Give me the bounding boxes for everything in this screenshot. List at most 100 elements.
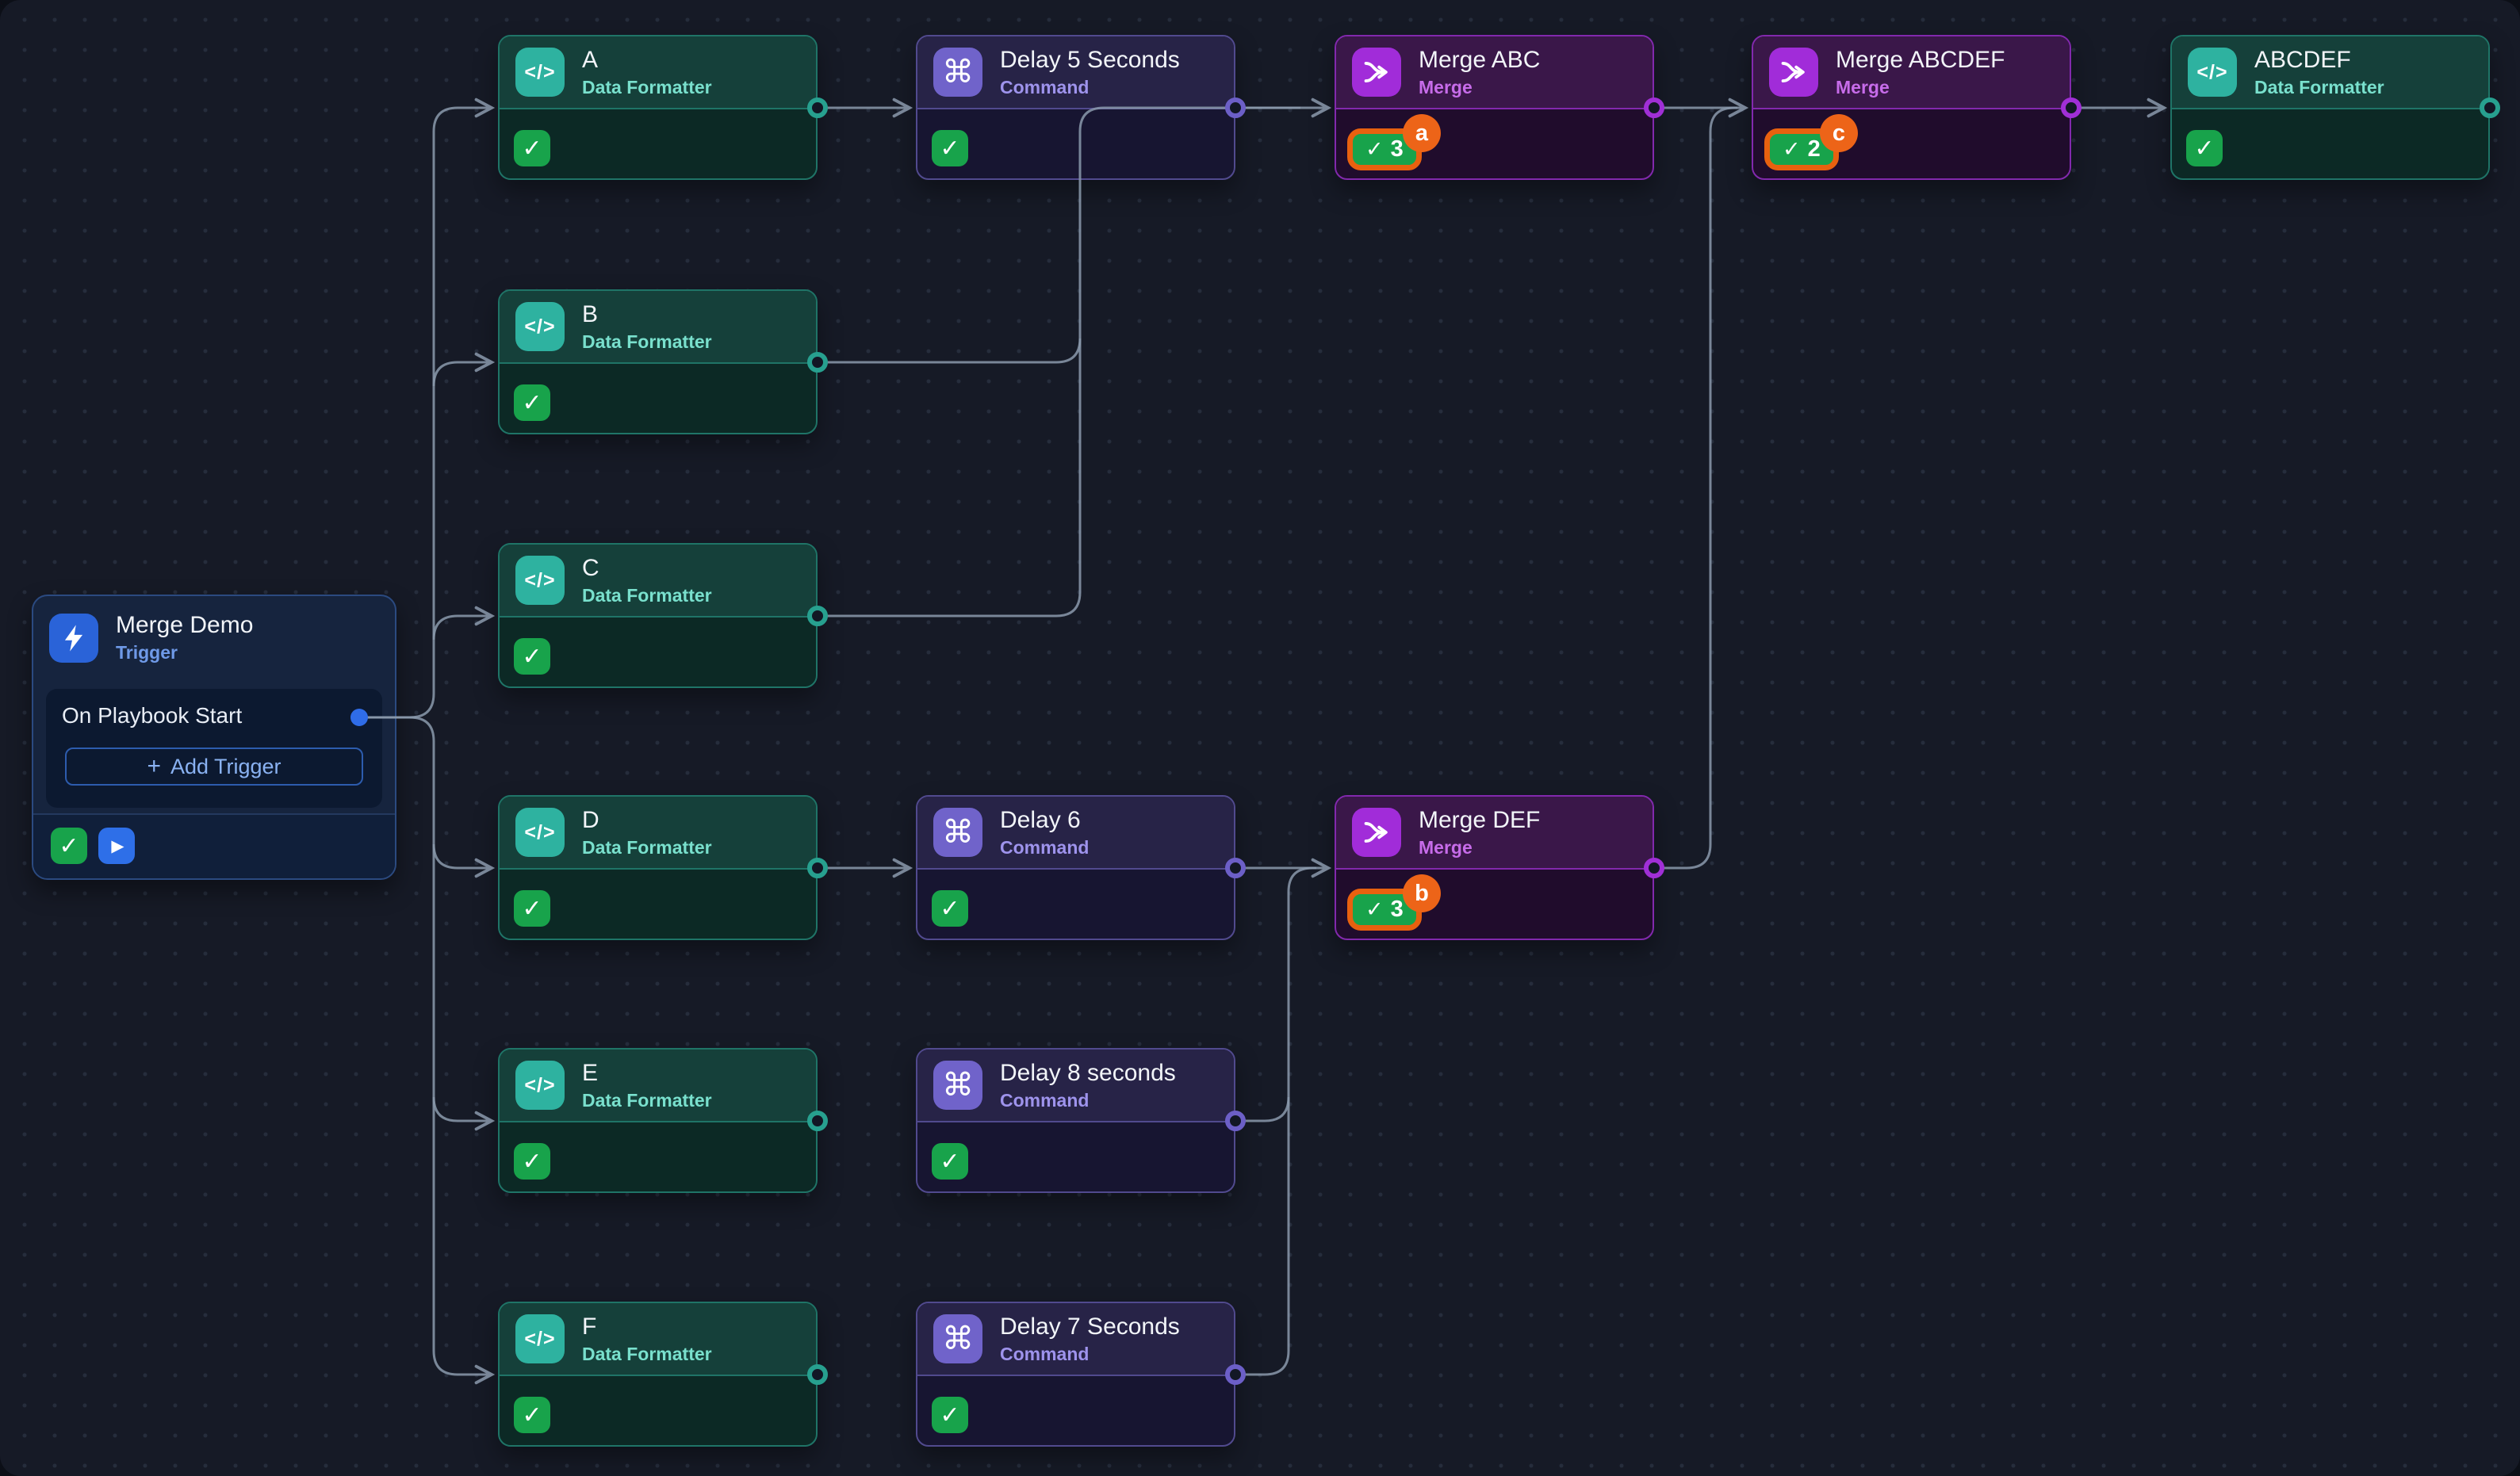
trigger-header: Merge Demo Trigger (33, 596, 395, 663)
node-b[interactable]: </> B Data Formatter ✓ (498, 289, 818, 434)
status-check-button[interactable]: ✓ (932, 890, 968, 927)
node-title: F (582, 1313, 597, 1340)
run-playbook-button[interactable]: ▶ (98, 828, 135, 864)
output-port-delay7[interactable] (1225, 1364, 1246, 1385)
check-icon: ✓ (940, 135, 960, 162)
node-merge-def[interactable]: Merge DEF Merge ✓ 3 b (1335, 795, 1654, 940)
status-check-button[interactable]: ✓ (514, 1143, 550, 1180)
node-footer: ✓ (500, 384, 816, 433)
status-check-button[interactable]: ✓ (2186, 130, 2223, 166)
node-footer: ✓ (917, 130, 1234, 178)
node-delay5[interactable]: ⌘ Delay 5 Seconds Command ✓ (916, 35, 1235, 180)
edge-trigger-to-b (432, 352, 496, 387)
output-port-delay5[interactable] (1225, 98, 1246, 118)
code-icon: </> (515, 1314, 565, 1363)
status-check-button[interactable]: ✓ (514, 384, 550, 421)
status-check-button[interactable]: ✓ (51, 828, 87, 864)
status-check-button[interactable]: ✓ (514, 1397, 550, 1433)
check-icon: ✓ (2194, 135, 2215, 162)
status-check-button[interactable]: ✓ (514, 638, 550, 675)
node-footer: ✓ (917, 1143, 1234, 1191)
merge-icon (1769, 48, 1818, 97)
node-title: D (582, 806, 599, 833)
output-port-merge-def[interactable] (1644, 858, 1664, 878)
output-port-merge-abc[interactable] (1644, 98, 1664, 118)
output-port-c[interactable] (807, 606, 828, 626)
status-check-button[interactable]: ✓ (932, 1143, 968, 1180)
node-footer: ✓ (500, 130, 816, 178)
node-delay8[interactable]: ⌘ Delay 8 seconds Command ✓ (916, 1048, 1235, 1193)
node-header: </> A Data Formatter (500, 36, 816, 109)
group-badge-a: a (1403, 114, 1441, 152)
trigger-node-merge-demo[interactable]: Merge Demo Trigger On Playbook Start + A… (32, 595, 396, 880)
code-icon: </> (515, 1061, 565, 1110)
node-c[interactable]: </> C Data Formatter ✓ (498, 543, 818, 688)
node-header: Merge ABC Merge (1336, 36, 1653, 109)
output-port-d[interactable] (807, 858, 828, 878)
trigger-output-port[interactable] (350, 709, 368, 726)
node-abcdef[interactable]: </> ABCDEF Data Formatter ✓ (2170, 35, 2490, 180)
node-type-label: Data Formatter (582, 1089, 712, 1111)
node-header: </> C Data Formatter (500, 545, 816, 618)
output-port-merge-abcdef[interactable] (2061, 98, 2081, 118)
status-check-button[interactable]: ✓ (932, 1397, 968, 1433)
node-title: Merge ABCDEF (1836, 46, 2005, 73)
node-footer: ✓ (500, 1397, 816, 1445)
status-check-button[interactable]: ✓ (932, 130, 968, 166)
event-count-pill[interactable]: ✓ 2 (1764, 128, 1839, 170)
edge-trigger-to-d (432, 843, 496, 878)
edge-delay7-to-merge-def (1235, 866, 1316, 1376)
output-port-abcdef[interactable] (2480, 98, 2500, 118)
node-delay7[interactable]: ⌘ Delay 7 Seconds Command ✓ (916, 1302, 1235, 1447)
node-header: ⌘ Delay 7 Seconds Command (917, 1303, 1234, 1376)
node-type-label: Merge (1419, 76, 1473, 98)
node-footer: ✓ (917, 890, 1234, 939)
output-port-a[interactable] (807, 98, 828, 118)
node-type-label: Data Formatter (2254, 76, 2384, 98)
node-merge-abcdef[interactable]: Merge ABCDEF Merge ✓ 2 c (1752, 35, 2071, 180)
check-icon: ✓ (522, 1401, 542, 1428)
node-title: Delay 7 Seconds (1000, 1313, 1180, 1340)
node-a[interactable]: </> A Data Formatter ✓ (498, 35, 818, 180)
node-title: C (582, 554, 599, 581)
event-count-pill[interactable]: ✓ 3 (1347, 128, 1422, 170)
check-icon: ✓ (522, 389, 542, 416)
check-icon: ✓ (940, 1401, 960, 1428)
code-icon: </> (515, 556, 565, 605)
node-type-label: Command (1000, 1089, 1090, 1111)
node-title: Delay 8 seconds (1000, 1059, 1176, 1086)
node-header: ⌘ Delay 8 seconds Command (917, 1050, 1234, 1122)
node-delay6[interactable]: ⌘ Delay 6 Command ✓ (916, 795, 1235, 940)
output-port-e[interactable] (807, 1111, 828, 1131)
node-merge-abc[interactable]: Merge ABC Merge ✓ 3 a (1335, 35, 1654, 180)
node-d[interactable]: </> D Data Formatter ✓ (498, 795, 818, 940)
output-port-delay8[interactable] (1225, 1111, 1246, 1131)
node-footer: ✓ (500, 890, 816, 939)
command-icon: ⌘ (933, 1314, 982, 1363)
add-trigger-button[interactable]: + Add Trigger (65, 748, 363, 786)
node-type-label: Command (1000, 1343, 1090, 1364)
check-icon: ✓ (1365, 897, 1384, 921)
node-type-label: Command (1000, 836, 1090, 858)
status-check-button[interactable]: ✓ (514, 890, 550, 927)
status-check-button[interactable]: ✓ (514, 130, 550, 166)
node-type-label: Merge (1419, 836, 1473, 858)
output-port-f[interactable] (807, 1364, 828, 1385)
node-e[interactable]: </> E Data Formatter ✓ (498, 1048, 818, 1193)
check-icon: ✓ (1783, 137, 1801, 161)
code-icon: </> (515, 48, 565, 97)
output-port-b[interactable] (807, 352, 828, 373)
output-port-delay6[interactable] (1225, 858, 1246, 878)
code-icon: </> (515, 808, 565, 857)
edge-trigger-to-c (432, 606, 496, 640)
node-footer: ✓ (2172, 130, 2488, 178)
node-type-label: Data Formatter (582, 584, 712, 606)
add-trigger-label: Add Trigger (170, 754, 281, 778)
trigger-event-label[interactable]: On Playbook Start (62, 703, 243, 728)
trigger-event-panel: On Playbook Start + Add Trigger (46, 689, 382, 808)
plus-icon: + (147, 753, 161, 779)
node-f[interactable]: </> F Data Formatter ✓ (498, 1302, 818, 1447)
check-icon: ✓ (522, 135, 542, 162)
check-icon: ✓ (1365, 137, 1384, 161)
